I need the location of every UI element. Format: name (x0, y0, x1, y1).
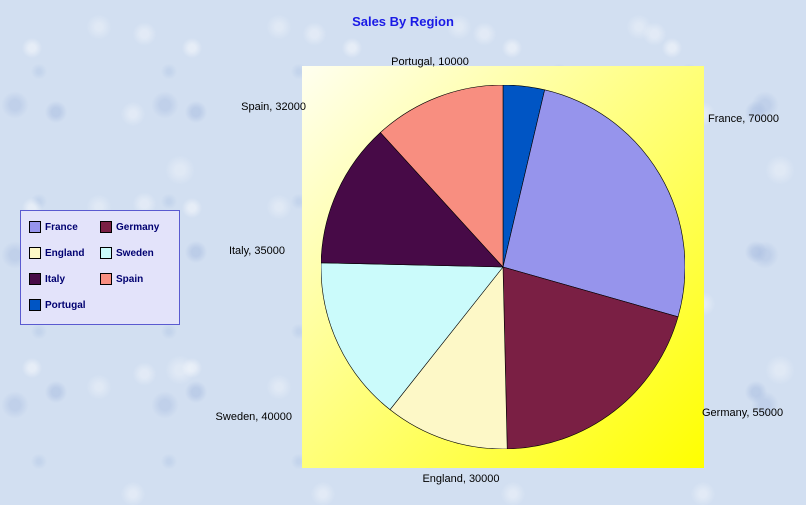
data-label: Spain, 32000 (241, 101, 306, 113)
legend-label: Germany (116, 222, 159, 233)
legend: France Germany England Sweden Italy Spain Port… (20, 210, 180, 325)
legend-item-portugal: Portugal (29, 299, 100, 311)
data-label: England, 30000 (422, 473, 499, 485)
legend-item-italy: Italy (29, 273, 100, 285)
legend-label: Italy (45, 274, 65, 285)
data-label: France, 70000 (708, 113, 779, 125)
data-label: Germany, 55000 (702, 407, 783, 419)
legend-swatch (29, 273, 41, 285)
legend-swatch (100, 247, 112, 259)
legend-item-sweden: Sweden (100, 247, 171, 259)
chart-title: Sales By Region (0, 14, 806, 29)
legend-item-france: France (29, 221, 100, 233)
legend-label: Sweden (116, 248, 154, 259)
data-label: Portugal, 10000 (391, 56, 469, 68)
legend-label: France (45, 222, 78, 233)
legend-swatch (29, 299, 41, 311)
legend-label: England (45, 248, 84, 259)
data-label: Sweden, 40000 (216, 411, 292, 423)
legend-label: Spain (116, 274, 143, 285)
legend-swatch (100, 221, 112, 233)
legend-item-germany: Germany (100, 221, 171, 233)
data-label: Italy, 35000 (229, 245, 285, 257)
pie-chart (321, 85, 685, 449)
legend-label: Portugal (45, 300, 86, 311)
legend-swatch (29, 247, 41, 259)
legend-item-spain: Spain (100, 273, 171, 285)
legend-item-england: England (29, 247, 100, 259)
legend-swatch (29, 221, 41, 233)
legend-swatch (100, 273, 112, 285)
